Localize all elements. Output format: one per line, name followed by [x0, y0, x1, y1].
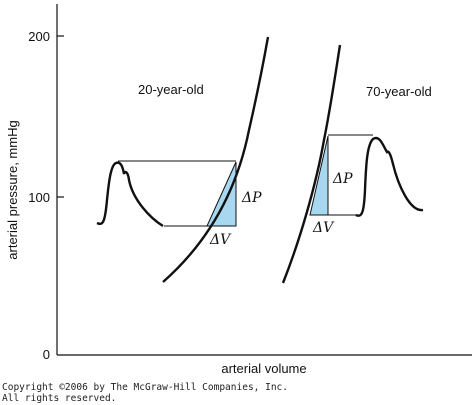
old-delta-p-label: ΔP: [332, 171, 353, 187]
old-compliance-curve: [281, 44, 342, 284]
copyright-line: Copyright ©2006 by The McGraw-Hill Compa…: [2, 382, 288, 393]
y-tick-label-0: 0: [43, 347, 50, 362]
old-curve-label: 70-year-old: [366, 84, 432, 99]
y-tick-label-100: 100: [28, 190, 50, 205]
young-delta-p-label: ΔP: [241, 190, 262, 206]
old-delta-v-label: ΔV: [312, 220, 335, 236]
x-axis-label: arterial volume: [221, 361, 306, 376]
rights-line: All rights reserved.: [2, 393, 117, 404]
young-pressure-pulse: [96, 161, 164, 228]
young-curve-label: 20-year-old: [138, 82, 204, 97]
old-delta-triangle: [309, 135, 329, 216]
young-delta-v-label: ΔV: [209, 232, 232, 248]
young-delta-triangle: [206, 161, 237, 227]
y-tick-label-200: 200: [28, 29, 50, 44]
young-compliance-curve: [162, 36, 270, 283]
old-pressure-pulse: [355, 136, 424, 217]
y-axis-label: arterial pressure, mmHg: [5, 120, 20, 259]
